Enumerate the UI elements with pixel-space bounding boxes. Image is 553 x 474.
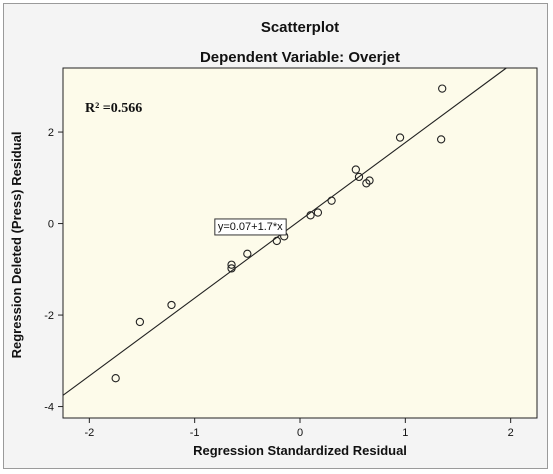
chart-subtitle: Dependent Variable: Overjet [200, 49, 400, 66]
data-point [306, 211, 315, 220]
data-point [313, 208, 323, 217]
data-point [438, 84, 447, 93]
data-point [395, 133, 405, 142]
plot-area [62, 67, 538, 419]
data-point [327, 196, 336, 205]
data-point [272, 236, 281, 246]
axis-ticks: -2 -1 0 1 2 -4 -2 0 2 [44, 127, 514, 439]
data-point [227, 260, 236, 269]
equation-box-border [214, 218, 287, 236]
equation-label: y=0.07+1.7*x [218, 221, 283, 233]
x-tick-label: 2 [508, 427, 514, 439]
data-point [111, 374, 120, 383]
chart-title: Scatterplot [261, 19, 339, 36]
x-axis-title: Regression Standardized Residual [193, 443, 407, 458]
data-points [111, 84, 447, 383]
y-axis-title: Regression Deleted (Press) Residual [9, 132, 24, 359]
x-tick-label: -2 [84, 427, 94, 439]
data-point [436, 135, 446, 144]
data-point [351, 165, 360, 174]
y-tick-label: -2 [44, 310, 54, 322]
y-tick-label: 2 [48, 127, 54, 139]
data-point [227, 264, 236, 273]
y-tick-label: -4 [44, 402, 54, 414]
x-tick-label: 0 [297, 427, 303, 439]
x-tick-label: -1 [190, 427, 200, 439]
equation-label-box: y=0.07+1.7*x [214, 218, 287, 236]
y-tick-label: 0 [48, 219, 54, 231]
data-point [365, 176, 374, 185]
r-squared-annotation: R² =0.566 [85, 101, 142, 116]
data-point [167, 300, 176, 310]
data-point [243, 249, 252, 258]
x-tick-label: 1 [402, 427, 408, 439]
data-point [135, 317, 145, 327]
data-point [354, 172, 364, 182]
